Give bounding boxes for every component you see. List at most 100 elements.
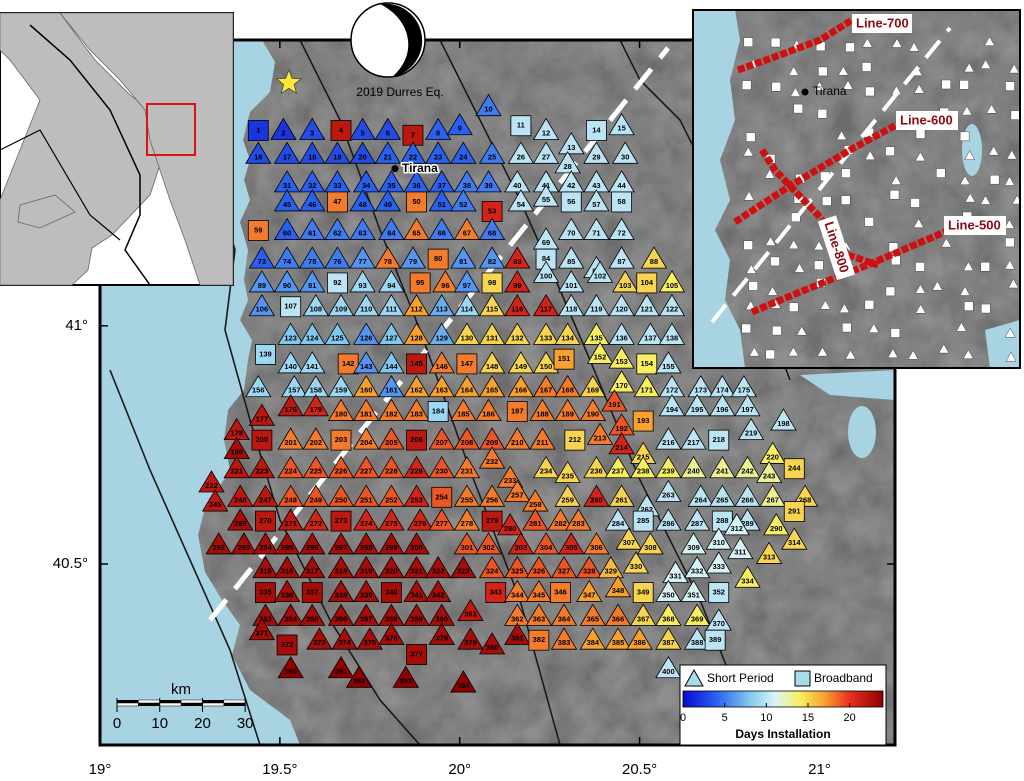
station-label: 8: [436, 128, 440, 137]
broadband-station: [611, 191, 633, 213]
station-label: 353: [259, 614, 272, 623]
broadband-station: [330, 510, 352, 532]
station-label: 115: [486, 305, 498, 314]
inset-station: [836, 130, 847, 141]
station-label: 128: [410, 333, 423, 342]
short-period-station: [327, 579, 355, 602]
inset-station: [743, 190, 755, 201]
short-period-station: [453, 374, 481, 398]
short-period-station: [349, 217, 376, 240]
station-label: 210: [511, 438, 524, 447]
station-label: 67: [463, 229, 471, 238]
short-period-station: [248, 403, 276, 426]
scale-label: km: [171, 681, 191, 698]
station-label: 74: [283, 257, 292, 266]
station-label: 79: [409, 257, 417, 266]
inset-station: [963, 62, 975, 73]
station-label: 356: [335, 614, 348, 623]
station-label: 163: [435, 386, 448, 395]
short-period-station: [532, 322, 560, 345]
short-period-station: [662, 560, 689, 583]
short-period-station: [608, 112, 635, 136]
broadband-station: [783, 501, 805, 522]
station-label: 223: [256, 467, 269, 476]
broadband-station: [255, 510, 276, 532]
station-label: 324: [486, 567, 499, 576]
station-label: 247: [259, 495, 272, 504]
station-label: 240: [687, 467, 700, 476]
station-label: 144: [385, 362, 398, 371]
station-label: 133: [540, 333, 553, 342]
station-label: 344: [511, 591, 524, 600]
station-label: 4: [339, 125, 344, 134]
short-period-station: [504, 322, 531, 345]
short-period-station: [327, 555, 355, 579]
inset-station: [765, 349, 775, 360]
station-label: 347: [583, 591, 596, 600]
station-label: 37: [438, 181, 446, 190]
short-period-station: [791, 484, 819, 507]
short-period-station: [324, 246, 351, 269]
short-period-station: [252, 532, 279, 555]
station-label: 306: [590, 543, 603, 552]
station-label: 258: [529, 500, 542, 509]
short-period-station: [586, 260, 614, 283]
short-period-station: [709, 455, 736, 479]
station-label: 106: [256, 305, 269, 314]
inset-station: [980, 194, 991, 205]
short-period-station: [248, 455, 276, 479]
station-label: 277: [435, 519, 448, 528]
inset-station: [890, 175, 902, 185]
inset-station: [864, 299, 875, 310]
inset-station: [1008, 278, 1019, 289]
colorbar-label: Days Installation: [735, 727, 830, 741]
inset-station: [743, 240, 753, 250]
station-label: 208: [461, 438, 474, 447]
short-period-station: [608, 432, 635, 455]
short-period-station: [399, 246, 427, 269]
station-label: 337: [306, 588, 319, 597]
short-period-station: [734, 455, 761, 479]
station-label: 36: [412, 181, 420, 190]
short-period-station: [532, 532, 560, 555]
station-label: 153: [615, 357, 628, 366]
short-period-station: [478, 322, 506, 345]
station-label: 141: [306, 362, 319, 371]
short-period-station: [403, 374, 430, 398]
station-label: 256: [486, 495, 499, 504]
station-label: 246: [234, 495, 247, 504]
broadband-station: [427, 401, 449, 422]
short-period-station: [655, 351, 682, 374]
station-label: 373: [313, 638, 326, 647]
station-label: 145: [410, 359, 423, 368]
station-label: 54: [517, 200, 526, 209]
inset-station: [989, 174, 1000, 185]
station-label: 123: [284, 333, 297, 342]
short-period-station: [428, 293, 455, 317]
station-label: 257: [511, 491, 524, 500]
broadband-station: [251, 429, 273, 451]
station-label: 23: [434, 152, 442, 161]
broadband-station: [708, 582, 730, 603]
inset-station: [1005, 351, 1017, 362]
broadband-station: [380, 582, 402, 603]
station-label: 2: [281, 128, 285, 137]
station-label: 81: [459, 257, 467, 266]
station-label: 113: [436, 305, 448, 314]
short-period-station: [687, 484, 714, 507]
broadband-station: [406, 353, 427, 375]
short-period-station: [507, 532, 535, 555]
short-period-station: [302, 394, 330, 417]
short-period-station: [579, 603, 607, 626]
short-period-station: [755, 460, 783, 483]
station-label: 232: [486, 457, 499, 466]
inset-station: [770, 256, 780, 267]
short-period-station: [450, 555, 477, 579]
station-label: 108: [310, 305, 323, 314]
city-label: Tirana: [402, 161, 438, 175]
short-period-station: [655, 627, 682, 650]
station-label: 348: [612, 586, 625, 595]
station-label: 283: [572, 519, 585, 528]
short-period-station: [374, 246, 401, 269]
